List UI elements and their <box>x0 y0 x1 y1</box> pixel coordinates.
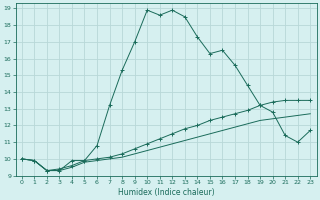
X-axis label: Humidex (Indice chaleur): Humidex (Indice chaleur) <box>118 188 214 197</box>
